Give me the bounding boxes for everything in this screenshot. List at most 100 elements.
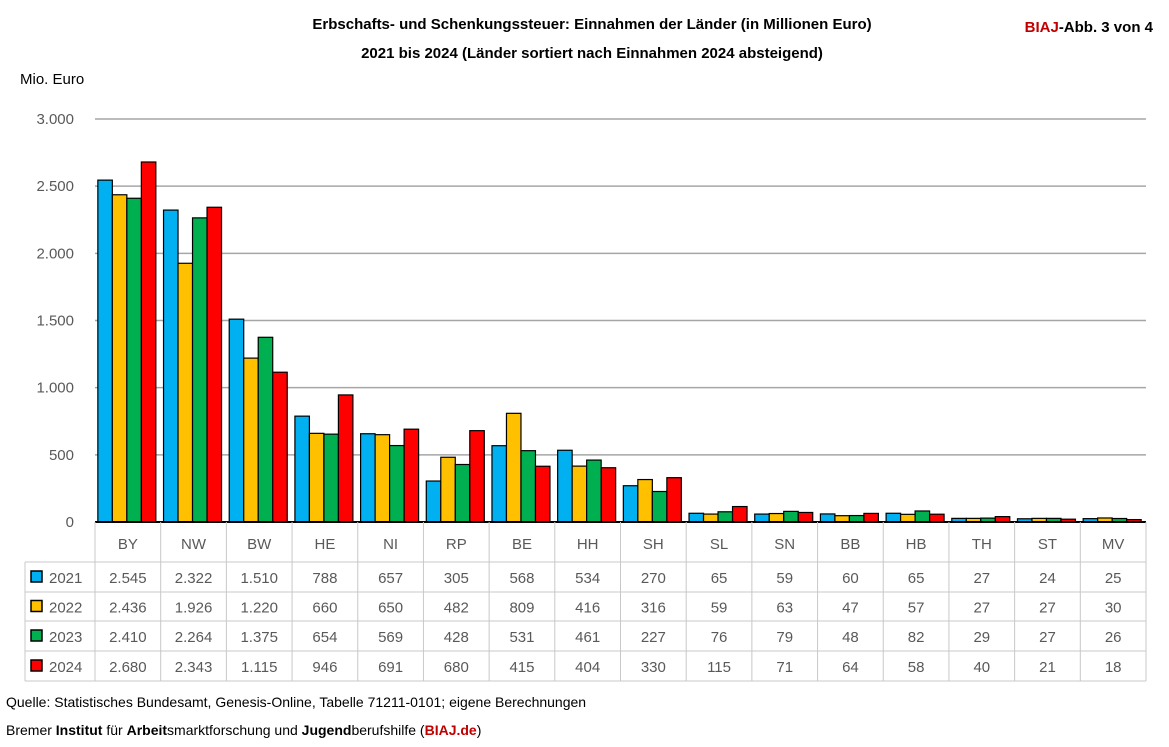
y-axis-label: Mio. Euro — [20, 71, 84, 88]
institute-credit-part: ) — [476, 722, 482, 738]
table-cell-value: 27 — [1039, 629, 1056, 646]
table-cell-value: 531 — [509, 629, 534, 646]
table-cell-value: 24 — [1039, 570, 1056, 587]
table-cell-value: 1.510 — [240, 570, 278, 587]
table-cell-value: 27 — [973, 570, 990, 587]
x-category-label: BW — [247, 536, 272, 553]
table-cell-value: 2.436 — [109, 600, 147, 617]
bar-HB-2022 — [899, 513, 916, 523]
table-cell-value: 58 — [908, 659, 925, 676]
x-category-label: HE — [314, 536, 335, 553]
table-cell-value: 1.375 — [240, 629, 278, 646]
table-cell-value: 660 — [312, 600, 337, 617]
table-cell-value: 29 — [973, 629, 990, 646]
chart-subtitle: 2021 bis 2024 (Länder sortiert nach Einn… — [361, 45, 823, 62]
bar-SL-2022 — [702, 513, 719, 523]
table-cell-value: 654 — [312, 629, 337, 646]
bar-NW-2021 — [162, 209, 179, 523]
table-cell-value: 428 — [444, 629, 469, 646]
figure-badge: BIAJ-Abb. 3 von 4 — [1025, 19, 1154, 36]
x-category-label: ST — [1038, 536, 1057, 553]
x-category-label: BE — [512, 536, 532, 553]
bar-HH-2024 — [600, 467, 617, 523]
bar-HB-2021 — [885, 512, 902, 523]
table-cell-value: 82 — [908, 629, 925, 646]
bar-SL-2023 — [717, 511, 734, 523]
table-cell-value: 27 — [1039, 600, 1056, 617]
table-cell-value: 59 — [711, 600, 728, 617]
table-cell-value: 64 — [842, 659, 859, 676]
institute-credit-part: smarktforschung und — [167, 722, 302, 738]
x-category-label: RP — [446, 536, 467, 553]
x-category-label: SL — [710, 536, 728, 553]
table-cell-value: 568 — [509, 570, 534, 587]
table-cell-value: 2.264 — [175, 629, 213, 646]
bar-BY-2022 — [111, 194, 128, 523]
table-cell-value: 26 — [1105, 629, 1122, 646]
bar-SN-2023 — [783, 510, 799, 523]
table-cell-value: 305 — [444, 570, 469, 587]
table-cell-value: 76 — [711, 629, 728, 646]
bar-NW-2022 — [177, 262, 194, 523]
table-cell-value: 569 — [378, 629, 403, 646]
bar-HE-2024 — [337, 394, 354, 523]
table-cell-value: 21 — [1039, 659, 1056, 676]
bar-HH-2021 — [557, 449, 573, 523]
table-cell-value: 227 — [641, 629, 666, 646]
bar-HE-2022 — [308, 432, 325, 523]
table-cell-value: 27 — [973, 600, 990, 617]
legend-swatch-2024 — [30, 659, 43, 672]
table-cell-value: 1.220 — [240, 600, 278, 617]
bar-HH-2023 — [586, 459, 602, 523]
bar-SN-2022 — [768, 512, 785, 523]
legend-swatch-2022 — [30, 599, 43, 613]
bar-BW-2022 — [243, 357, 259, 523]
bar-NW-2023 — [191, 217, 208, 523]
bar-SL-2021 — [688, 512, 705, 523]
x-category-label: NI — [383, 536, 398, 553]
x-category-label: BY — [118, 536, 138, 553]
bar-SH-2022 — [637, 478, 653, 523]
y-tick-label: 2.500 — [36, 178, 74, 195]
institute-credit-part: berufshilfe ( — [351, 722, 425, 738]
table-cell-value: 270 — [641, 570, 666, 587]
institute-credit-part: Arbeit — [126, 722, 168, 738]
y-tick-label: 0 — [66, 514, 74, 531]
y-tick-label: 1.500 — [36, 313, 74, 330]
x-category-label: SN — [774, 536, 795, 553]
table-cell-value: 40 — [973, 659, 990, 676]
table-cell-value: 482 — [444, 600, 469, 617]
legend-label: 2021 — [49, 570, 82, 587]
table-cell-value: 946 — [312, 659, 337, 676]
bar-NW-2024 — [206, 206, 223, 523]
table-cell-value: 404 — [575, 659, 600, 676]
bar-NI-2022 — [374, 434, 391, 523]
bar-BW-2023 — [257, 336, 274, 523]
table-cell-value: 330 — [641, 659, 666, 676]
bar-BB-2024 — [863, 512, 880, 523]
table-cell-value: 2.680 — [109, 659, 147, 676]
institute-credit-part: Bremer — [6, 722, 56, 738]
table-cell-value: 2.410 — [109, 629, 147, 646]
institute-credit-part: BIAJ.de — [424, 722, 477, 738]
institute-credit-part: Jugend — [301, 722, 352, 738]
bar-NI-2021 — [359, 433, 376, 523]
table-cell-value: 650 — [378, 600, 403, 617]
table-cell-value: 415 — [509, 659, 534, 676]
table-cell-value: 1.115 — [241, 659, 277, 676]
table-cell-value: 63 — [776, 600, 793, 617]
bar-RP-2022 — [440, 456, 456, 523]
bar-HB-2024 — [928, 513, 945, 523]
table-cell-value: 461 — [575, 629, 600, 646]
x-category-label: HH — [577, 536, 599, 553]
bar-BE-2024 — [534, 465, 551, 523]
bar-RP-2021 — [425, 480, 442, 523]
source-note: Quelle: Statistisches Bundesamt, Genesis… — [6, 694, 587, 710]
table-cell-value: 809 — [509, 600, 534, 617]
bar-BY-2021 — [97, 179, 113, 523]
table-cell-value: 57 — [908, 600, 925, 617]
legend-swatch-2023 — [30, 629, 43, 642]
bar-NI-2023 — [388, 444, 405, 523]
bar-BE-2023 — [520, 450, 537, 523]
table-cell-value: 316 — [641, 600, 666, 617]
